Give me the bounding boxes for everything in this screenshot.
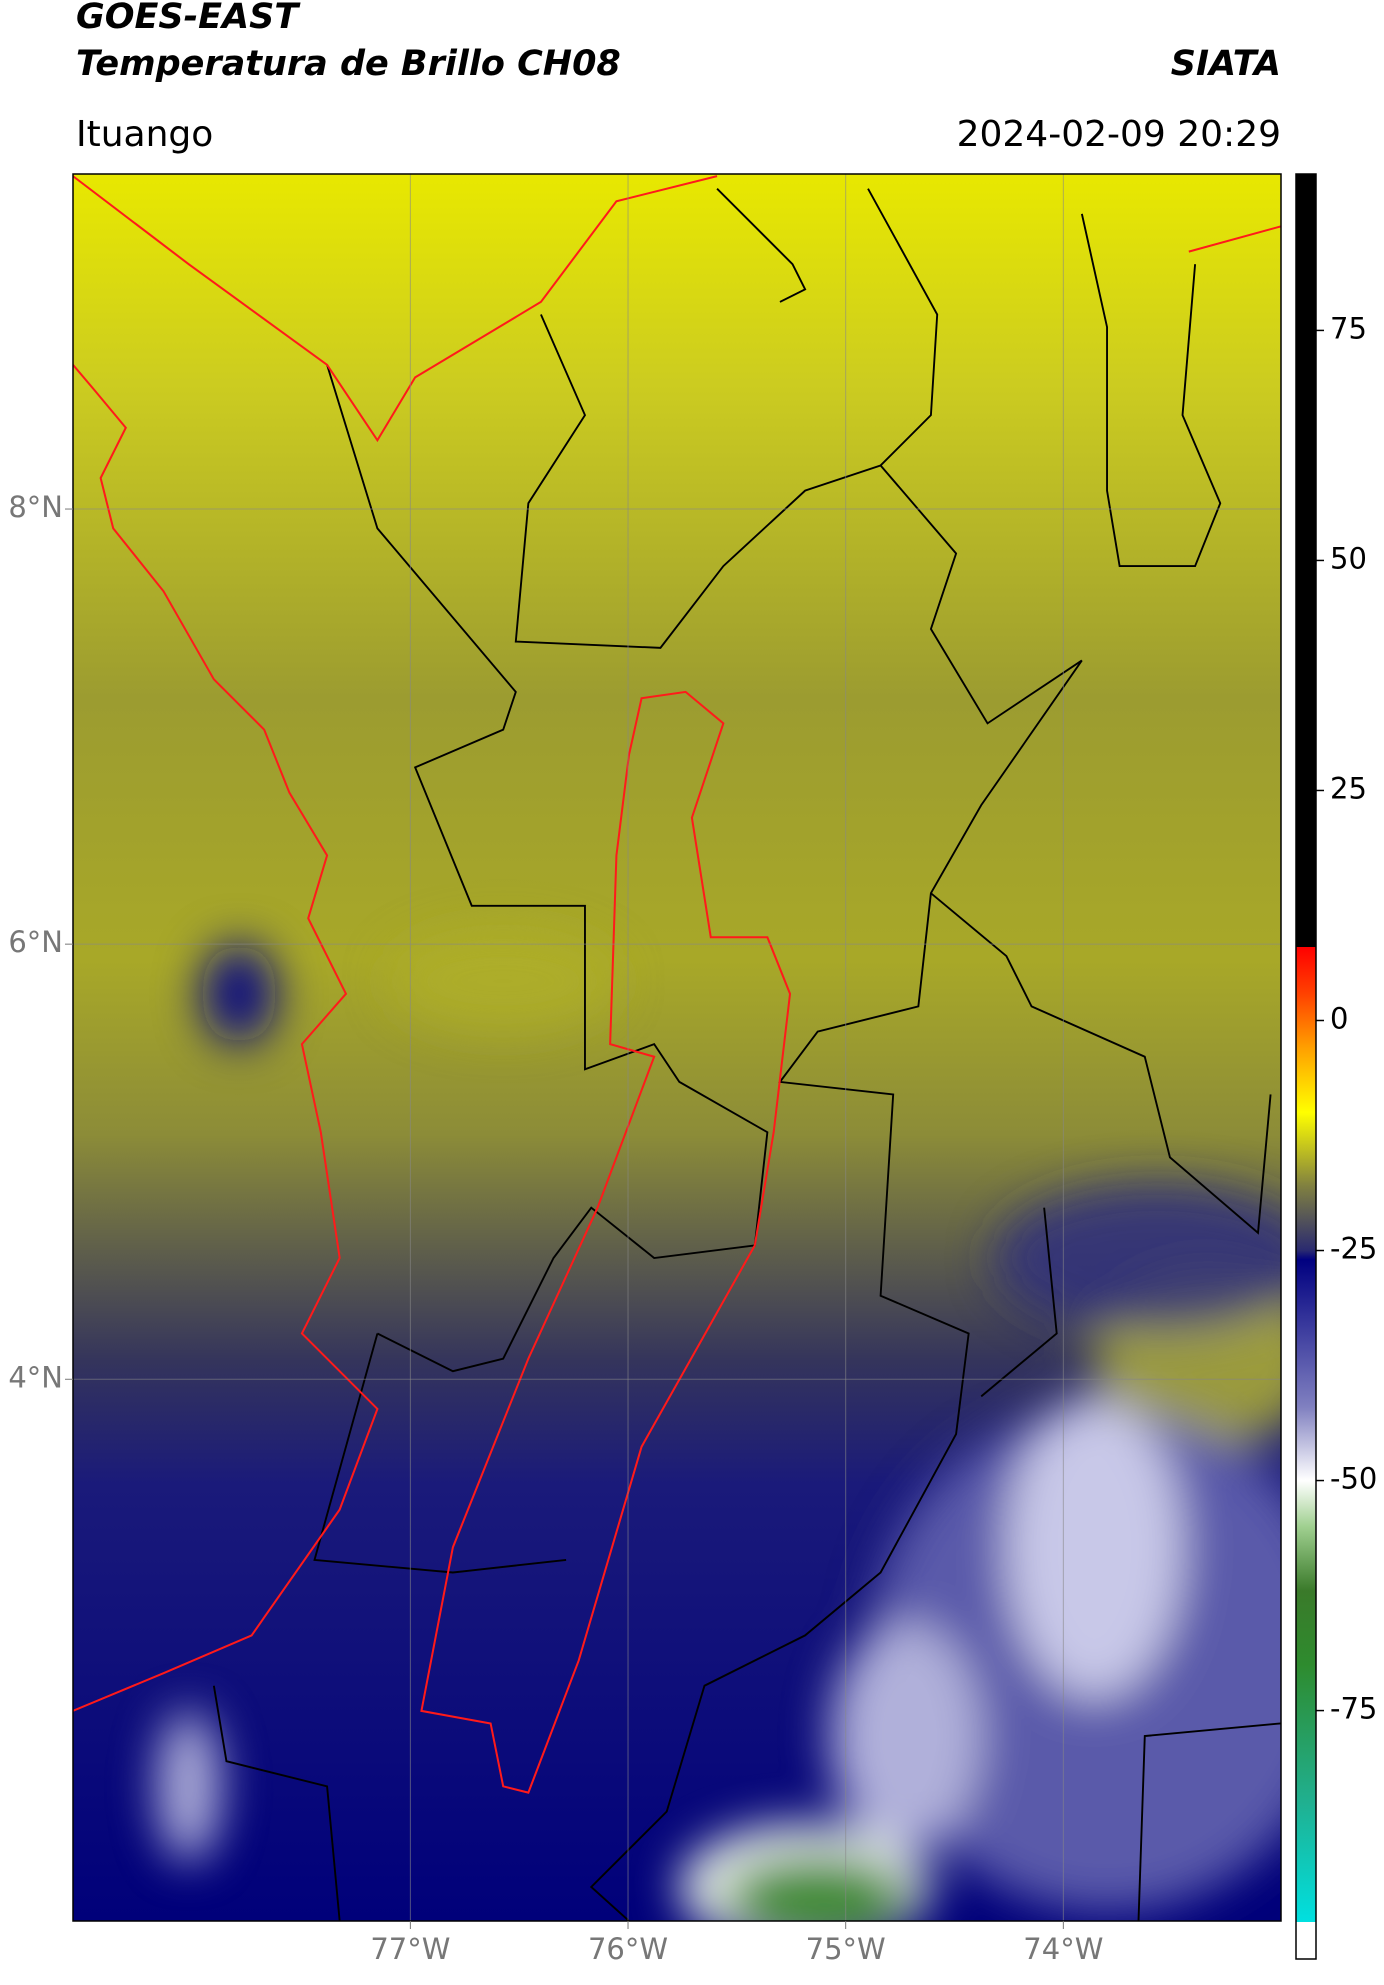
subtitle: Temperatura de Brillo CH08	[76, 44, 621, 84]
x-tick-label: 76°W	[588, 1932, 668, 1966]
title: GOES-EAST	[76, 0, 301, 37]
brand: SIATA	[1171, 44, 1281, 84]
y-tick-label: 8°N	[8, 490, 63, 524]
x-tick-label: 74°W	[1023, 1932, 1103, 1966]
map-features	[73, 175, 1281, 1921]
colorbar	[1295, 173, 1317, 1960]
grid	[73, 174, 1281, 1921]
colorbar-tick-label: -25	[1330, 1232, 1377, 1266]
colorbar-tick-label: 25	[1330, 771, 1367, 805]
colorbar-tick-label: -50	[1330, 1462, 1377, 1496]
map-frame	[72, 173, 1282, 1922]
y-tick-label: 4°N	[8, 1360, 63, 1394]
colorbar-tick-label: -75	[1330, 1692, 1377, 1726]
y-tick-label: 6°N	[8, 925, 63, 959]
x-tick-label: 75°W	[806, 1932, 886, 1966]
map	[73, 174, 1281, 1921]
colorbar-tick-label: 75	[1330, 311, 1367, 345]
location: Ituango	[76, 114, 213, 155]
colorbar-tick-label: 50	[1330, 541, 1367, 575]
colorbar-tick-label: 0	[1330, 1001, 1348, 1035]
x-tick-label: 77°W	[370, 1932, 450, 1966]
datetime: 2024-02-09 20:29	[957, 114, 1281, 155]
